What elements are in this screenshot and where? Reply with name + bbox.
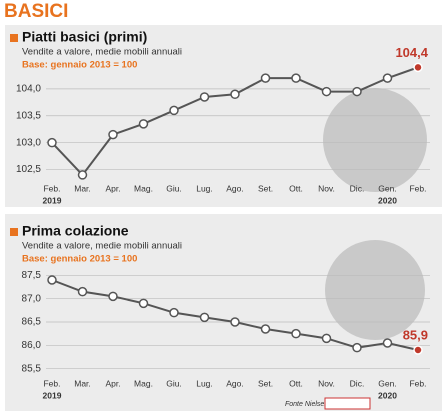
x-tick-label: Giu.	[166, 378, 182, 388]
marker	[199, 312, 210, 323]
x-tick-label: Dic.	[350, 183, 365, 193]
marker	[138, 119, 149, 129]
marker	[321, 333, 332, 344]
marker	[260, 73, 271, 83]
x-tick-label: Giu.	[166, 183, 182, 193]
x-tick-label: Feb.	[409, 183, 426, 193]
marker	[413, 62, 423, 73]
chart-title: Piatti basici (primi)	[22, 29, 147, 45]
x-tick-label: Lug.	[196, 378, 213, 388]
x-tick-label: Apr.	[105, 183, 120, 193]
y-tick-label: 104,0	[16, 84, 41, 95]
subtitle: Vendite a valore, medie mobili annuali	[22, 241, 182, 252]
page-title: BASICI	[4, 1, 68, 22]
x-tick-label: Feb.	[43, 378, 60, 388]
illustration	[325, 240, 425, 340]
x-tick-label: Dic.	[350, 378, 365, 388]
marker	[169, 105, 179, 116]
y-tick-label: 87,5	[22, 270, 42, 281]
x-tick-label: Set.	[258, 183, 273, 193]
x-tick-label: Lug.	[196, 183, 213, 193]
y-tick-label: 85,5	[22, 363, 42, 374]
x-tick-label: Feb.	[43, 183, 60, 193]
x-tick-label: Mar.	[74, 183, 91, 193]
marker	[413, 345, 423, 355]
marker	[77, 170, 88, 180]
year-label: 2019	[43, 195, 62, 205]
marker	[169, 307, 179, 318]
year-label: 2019	[43, 390, 62, 400]
value-label: 104,4	[395, 45, 428, 60]
marker	[108, 291, 118, 302]
chart-title: Prima colazione	[22, 223, 129, 239]
marker	[138, 298, 149, 309]
marker	[291, 73, 301, 83]
x-tick-label: Mag.	[134, 378, 153, 388]
x-tick-label: Feb.	[409, 378, 426, 388]
x-tick-label: Gen.	[378, 183, 396, 193]
note: Base: gennaio 2013 = 100	[22, 60, 137, 71]
marker	[47, 137, 57, 148]
subtitle: Vendite a valore, medie mobili annuali	[22, 47, 182, 58]
title-marker	[10, 34, 18, 42]
marker	[291, 328, 301, 339]
marker	[108, 129, 118, 140]
x-tick-label: Ott.	[289, 378, 303, 388]
marker	[321, 86, 332, 97]
year-label: 2020	[378, 390, 397, 400]
marker	[382, 338, 393, 348]
marker	[230, 89, 240, 100]
x-tick-label: Mar.	[74, 378, 91, 388]
x-tick-label: Ott.	[289, 183, 303, 193]
note: Base: gennaio 2013 = 100	[22, 254, 137, 265]
x-tick-label: Ago.	[226, 183, 244, 193]
marker	[260, 324, 271, 334]
marker	[382, 73, 393, 83]
y-tick-label: 87,0	[22, 293, 42, 304]
logo	[324, 397, 371, 410]
marker	[230, 317, 240, 327]
marker	[77, 286, 88, 297]
illustration	[323, 88, 427, 192]
x-tick-label: Nov.	[318, 183, 335, 193]
title-marker	[10, 228, 18, 236]
x-tick-label: Set.	[258, 378, 273, 388]
y-tick-label: 103,0	[16, 137, 41, 148]
marker	[352, 86, 362, 97]
marker	[352, 342, 362, 353]
x-tick-label: Gen.	[378, 378, 396, 388]
x-tick-label: Apr.	[105, 378, 120, 388]
y-tick-label: 86,5	[22, 317, 42, 328]
marker	[47, 275, 57, 285]
y-tick-label: 102,5	[16, 164, 41, 175]
y-tick-label: 103,5	[16, 110, 41, 121]
value-label: 85,9	[403, 327, 428, 342]
y-tick-label: 86,0	[22, 340, 42, 351]
x-tick-label: Ago.	[226, 378, 244, 388]
source: Fonte Nielsen	[285, 401, 328, 408]
x-tick-label: Nov.	[318, 378, 335, 388]
x-tick-label: Mag.	[134, 183, 153, 193]
year-label: 2020	[378, 195, 397, 205]
marker	[199, 92, 210, 102]
